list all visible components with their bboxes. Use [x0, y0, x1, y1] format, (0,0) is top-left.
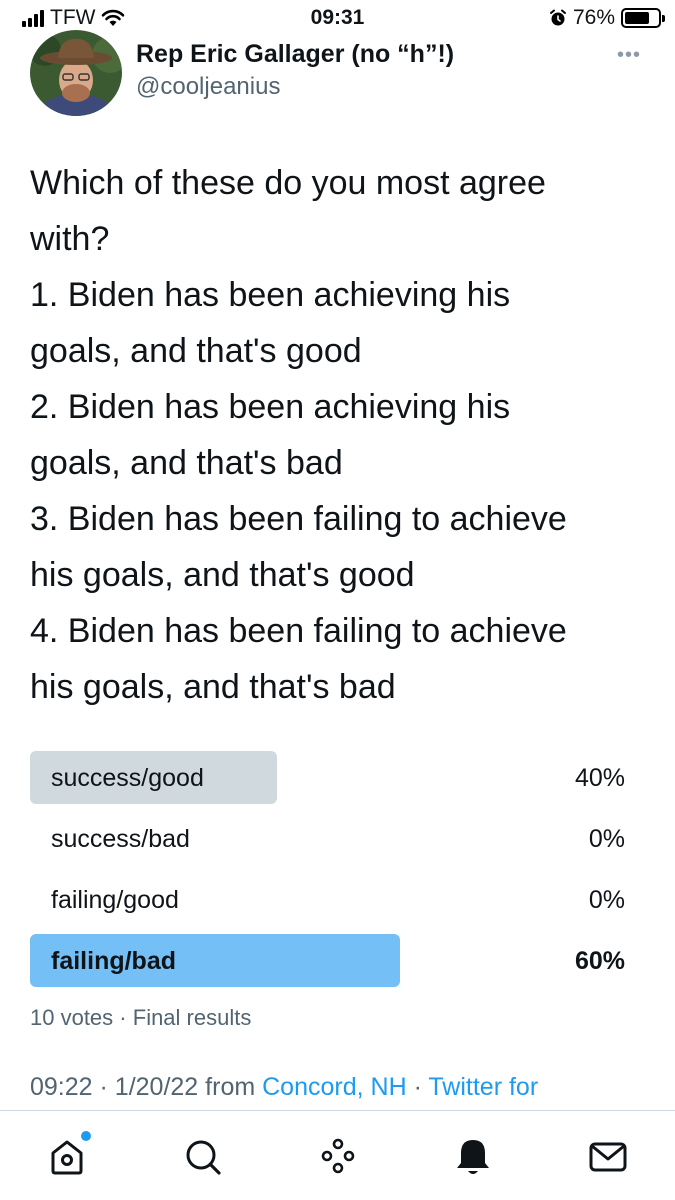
poll-option-percent: 60%: [574, 947, 625, 975]
alarm-icon: [549, 9, 566, 26]
poll-status: Final results: [132, 1005, 252, 1030]
poll-option-label: failing/good: [51, 886, 179, 914]
notification-dot: [81, 1131, 91, 1141]
poll-summary: 10 votes · Final results: [30, 1005, 251, 1031]
poll-option: success/bad 0%: [30, 812, 625, 865]
poll-option-label: success/good: [51, 764, 204, 792]
tweet-source-link[interactable]: Twitter for: [428, 1073, 539, 1101]
poll-bar: [30, 934, 401, 987]
tweet-text-line: goals, and that's good: [30, 332, 362, 370]
poll-option: failing/good 0%: [30, 873, 625, 926]
spaces-icon[interactable]: [316, 1135, 360, 1179]
status-time: 09:31: [310, 6, 365, 29]
battery-icon: [621, 8, 665, 28]
tweet-text-line: with?: [30, 220, 110, 258]
meta-separator: ·: [99, 1073, 108, 1101]
tweet-location-link[interactable]: Concord, NH: [262, 1073, 407, 1101]
status-left: TFW: [22, 6, 125, 30]
poll-option: success/good 40%: [30, 751, 625, 804]
author-handle[interactable]: @cooljeanius: [136, 73, 281, 100]
tweet-text-line: goals, and that's bad: [30, 444, 343, 482]
tweet-text-line: his goals, and that's good: [30, 556, 415, 594]
tweet-text-line: 1. Biden has been achieving his: [30, 276, 511, 314]
home-icon[interactable]: [45, 1131, 91, 1179]
avatar[interactable]: [30, 30, 122, 116]
tweet-text-line: his goals, and that's bad: [30, 668, 396, 706]
poll-separator: ·: [119, 1005, 127, 1030]
tweet-date: 1/20/22: [114, 1073, 199, 1101]
tweet-from-text: from: [205, 1073, 256, 1101]
poll-bar: [30, 751, 277, 804]
tweet-text-line: 4. Biden has been failing to achieve: [30, 612, 567, 650]
poll-option-percent: 0%: [588, 825, 625, 853]
tweet-time: 09:22: [30, 1073, 93, 1101]
tweet-text-line: 2. Biden has been achieving his: [30, 388, 511, 426]
tweet-text-line: Which of these do you most agree: [30, 164, 546, 202]
battery-percent: 76%: [572, 6, 615, 29]
author-name[interactable]: Rep Eric Gallager (no “h”!): [136, 40, 455, 68]
poll-votes: 10 votes: [30, 1005, 114, 1030]
tab-bar: [0, 1110, 675, 1200]
search-icon[interactable]: [181, 1135, 225, 1179]
wifi-icon: [102, 9, 125, 26]
tweet-text: Which of these do you most agree with? 1…: [30, 155, 660, 715]
tweet-text-line: 3. Biden has been failing to achieve: [30, 500, 567, 538]
status-bar: TFW 09:31 76%: [0, 0, 675, 38]
signal-icon: [22, 9, 44, 27]
poll-option-percent: 0%: [588, 886, 625, 914]
messages-icon[interactable]: [586, 1135, 630, 1179]
poll-option-label: success/bad: [51, 825, 190, 853]
tweet-meta: 09:22 · 1/20/22 from Concord, NH · Twitt…: [30, 1073, 538, 1102]
meta-separator: ·: [413, 1073, 422, 1101]
notifications-icon[interactable]: [451, 1135, 495, 1179]
carrier-label: TFW: [50, 6, 96, 29]
status-right: 76%: [549, 6, 665, 30]
poll-option-percent: 40%: [574, 764, 625, 792]
poll: success/good 40% success/bad 0% failing/…: [30, 751, 625, 995]
more-options-icon[interactable]: •••: [616, 44, 641, 66]
poll-option-winner: failing/bad 60%: [30, 934, 625, 987]
poll-option-label: failing/bad: [51, 947, 176, 975]
